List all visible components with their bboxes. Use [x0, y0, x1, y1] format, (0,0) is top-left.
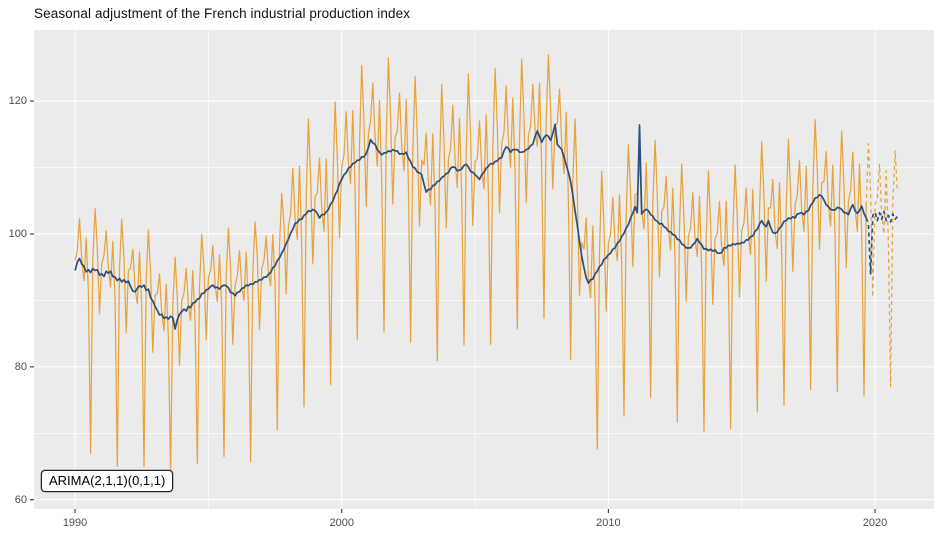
y-axis-tick-label: 120 — [8, 95, 27, 108]
chart-title: Seasonal adjustment of the French indust… — [34, 6, 411, 21]
y-axis-tick-label: 60 — [14, 493, 27, 506]
series-line-seasonally-adjusted-forecast — [865, 210, 898, 275]
y-axis-tick-label: 80 — [14, 360, 27, 373]
series-line-raw-index-forecast — [865, 142, 898, 388]
series-line-raw-index-observed — [74, 53, 867, 478]
series-line-seasonally-adjusted-observed — [74, 123, 867, 330]
plot-panel — [34, 30, 934, 509]
x-axis-tick-label: 1990 — [62, 517, 88, 529]
x-axis-tick-label: 2000 — [329, 517, 354, 529]
model-annotation: ARIMA(2,1,1)(0,1,1) — [41, 470, 174, 492]
x-axis-tick-label: 2020 — [862, 517, 888, 529]
x-axis-tick-label: 2010 — [596, 517, 621, 529]
y-axis-tick-label: 100 — [8, 227, 27, 240]
